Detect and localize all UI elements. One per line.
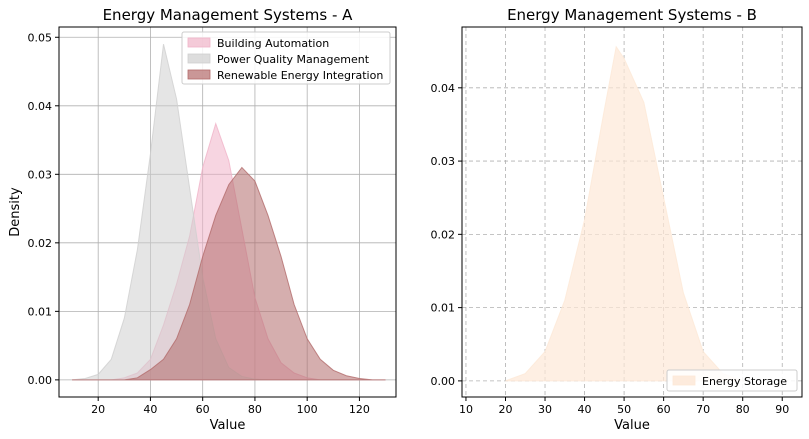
x-tick-label: 30: [538, 403, 552, 416]
x-tick-label: 90: [775, 403, 789, 416]
subplot-b: 10 20 30 40 50 60 70 80 90 0.00 0.01 0.02 0.03 0.04 En…: [431, 6, 803, 433]
plot-frame: [461, 26, 803, 398]
legend: Energy Storage: [666, 369, 798, 392]
y-tick-label: 0.02: [431, 228, 456, 241]
y-tick-label: 0.00: [28, 374, 53, 387]
x-tick-label: 100: [297, 403, 318, 416]
y-tick-label: 0.02: [28, 237, 53, 250]
x-axis-label: Value: [210, 418, 246, 433]
x-tick-label: 60: [196, 403, 210, 416]
legend-swatch: [187, 53, 211, 64]
legend-entry-label: Power Quality Management: [217, 53, 370, 66]
legend: Building Automation Power Quality Managem…: [181, 31, 391, 85]
y-tick-label: 0.04: [431, 82, 456, 95]
legend-swatch: [187, 37, 211, 48]
y-tick-label: 0.05: [28, 31, 53, 44]
y-tick-label: 0.01: [28, 305, 53, 318]
legend-swatch: [672, 375, 696, 386]
x-tick-label: 40: [143, 403, 157, 416]
y-tick-label: 0.03: [431, 155, 456, 168]
y-axis-label: Density: [8, 187, 23, 237]
legend-entry-label: Building Automation: [217, 37, 329, 50]
y-tick-label: 0.00: [431, 375, 456, 388]
x-tick-label: 80: [736, 403, 750, 416]
chart-title: Energy Management Systems - B: [507, 6, 757, 24]
x-tick-label: 20: [91, 403, 105, 416]
x-tick-label: 60: [657, 403, 671, 416]
x-tick-label: 120: [349, 403, 370, 416]
legend-box: [666, 369, 798, 392]
x-tick-label: 20: [498, 403, 512, 416]
x-tick-label: 50: [617, 403, 631, 416]
density-area-series-0: [505, 45, 743, 382]
chart-title: Energy Management Systems - A: [103, 6, 354, 24]
x-tick-label: 10: [459, 403, 473, 416]
subplot-a: 20 40 60 80 100 120 0.00 0.01 0.02 0.03 0.04 0.05 En…: [8, 6, 397, 433]
y-tick-label: 0.04: [28, 100, 53, 113]
legend-entry-label: Renewable Energy Integration: [217, 69, 383, 82]
density-area-series-2: [72, 166, 386, 381]
x-tick-label: 80: [248, 403, 262, 416]
x-tick-label: 70: [696, 403, 710, 416]
y-tick-label: 0.01: [431, 302, 456, 315]
legend-swatch: [187, 69, 211, 80]
plot-frame: [58, 26, 397, 398]
y-tick-label: 0.03: [28, 168, 53, 181]
x-axis-label: Value: [614, 418, 650, 433]
x-tick-label: 40: [578, 403, 592, 416]
legend-box: [181, 31, 391, 85]
legend-entry-label: Energy Storage: [702, 375, 787, 388]
